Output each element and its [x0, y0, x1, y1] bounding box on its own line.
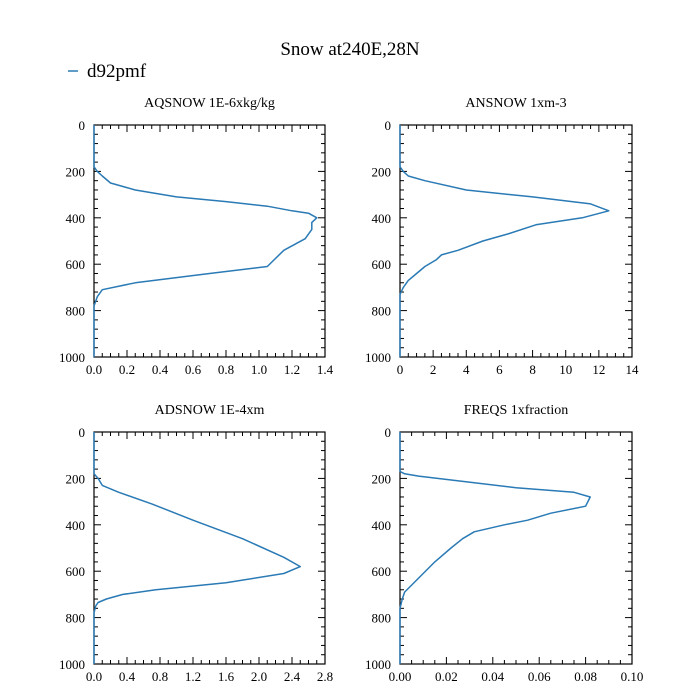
- y-tick-label: 800: [66, 304, 86, 319]
- y-tick-label: 0: [79, 118, 86, 133]
- y-tick-label: 200: [66, 164, 86, 179]
- figure-legend: d92pmf: [68, 61, 147, 82]
- x-tick-label: 8: [529, 362, 536, 377]
- x-tick-label: 4: [463, 362, 470, 377]
- y-tick-label: 400: [372, 211, 392, 226]
- y-tick-label: 200: [66, 471, 86, 486]
- plot-frame: [399, 431, 633, 665]
- x-tick-label: 0.02: [435, 669, 458, 684]
- y-tick-label: 600: [66, 257, 86, 272]
- y-tick-label: 1000: [365, 657, 391, 672]
- y-tick-label: 1000: [59, 350, 85, 365]
- y-tick-label: 400: [66, 518, 86, 533]
- y-tick-label: 200: [372, 471, 392, 486]
- x-tick-label: 1.6: [218, 669, 235, 684]
- panel-title: ANSNOW 1xm-3: [465, 96, 566, 111]
- x-tick-label: 0.8: [152, 669, 168, 684]
- x-tick-label: 0.08: [574, 669, 597, 684]
- x-tick-label: 0.8: [218, 362, 234, 377]
- x-tick-label: 14: [626, 362, 640, 377]
- y-tick-label: 800: [372, 611, 392, 626]
- panel-title: AQSNOW 1E-6xkg/kg: [144, 96, 275, 111]
- y-tick-label: 1000: [59, 657, 85, 672]
- panel-4: FREQS 1xfraction 0.00 0.02 0.04 0.06 0.08 0.10…: [365, 403, 643, 684]
- y-tick-label: 0: [385, 118, 392, 133]
- legend-label-d92pmf: d92pmf: [87, 61, 147, 82]
- panel-3: ADSNOW 1E-4xm 0.0 0.4 0.8 1.2 1.6 2.0 2.4 2.8 0 20…: [59, 403, 333, 684]
- x-tick-label: 2.8: [317, 669, 333, 684]
- x-tick-label: 0.0: [86, 362, 102, 377]
- plot-frame: [399, 124, 633, 358]
- panel-title: FREQS 1xfraction: [464, 403, 569, 418]
- panel-2: ANSNOW 1xm-3 0 2 4 6 8 10 12 14 0 200 400 600 800 1000: [365, 96, 639, 377]
- x-tick-label: 2: [430, 362, 437, 377]
- panel-1: AQSNOW 1E-6xkg/kg 0.0 0.2 0.4 0.6 0.8 1.0 1.2 1.…: [59, 96, 334, 377]
- plot-frame: [93, 431, 326, 665]
- x-tick-label: 12: [592, 362, 605, 377]
- x-tick-label: 1.2: [284, 362, 300, 377]
- series-line-d92pmf: [93, 432, 302, 664]
- figure-title: Snow at240E,28N: [280, 39, 420, 60]
- y-tick-label: 0: [385, 425, 392, 440]
- y-tick-label: 800: [372, 304, 392, 319]
- y-tick-label: 0: [79, 425, 86, 440]
- y-tick-label: 800: [66, 611, 86, 626]
- y-tick-label: 600: [372, 564, 392, 579]
- x-tick-label: 6: [496, 362, 503, 377]
- x-tick-label: 0.4: [119, 669, 136, 684]
- x-tick-label: 0.0: [86, 669, 102, 684]
- y-tick-label: 600: [66, 564, 86, 579]
- x-tick-label: 0: [397, 362, 404, 377]
- plot-frame: [93, 124, 326, 358]
- y-tick-label: 400: [66, 211, 86, 226]
- x-tick-label: 2.0: [251, 669, 267, 684]
- x-tick-label: 1.4: [317, 362, 334, 377]
- panels: AQSNOW 1E-6xkg/kg 0.0 0.2 0.4 0.6 0.8 1.0 1.2 1.…: [59, 96, 643, 684]
- x-tick-label: 0.00: [389, 669, 412, 684]
- x-tick-label: 0.04: [481, 669, 504, 684]
- x-tick-label: 1.2: [185, 669, 201, 684]
- x-tick-label: 1.0: [251, 362, 267, 377]
- y-tick-label: 400: [372, 518, 392, 533]
- x-tick-label: 10: [559, 362, 572, 377]
- x-tick-label: 0.6: [185, 362, 202, 377]
- x-tick-label: 0.4: [152, 362, 169, 377]
- x-tick-label: 0.10: [621, 669, 644, 684]
- x-tick-label: 2.4: [284, 669, 301, 684]
- x-tick-label: 0.2: [119, 362, 135, 377]
- x-tick-label: 0.06: [528, 669, 551, 684]
- y-tick-label: 200: [372, 164, 392, 179]
- y-tick-label: 1000: [365, 350, 391, 365]
- y-tick-label: 600: [372, 257, 392, 272]
- series-line-d92pmf: [399, 432, 591, 664]
- series-line-d92pmf: [93, 125, 318, 357]
- panel-title: ADSNOW 1E-4xm: [155, 403, 265, 418]
- series-line-d92pmf: [399, 125, 610, 357]
